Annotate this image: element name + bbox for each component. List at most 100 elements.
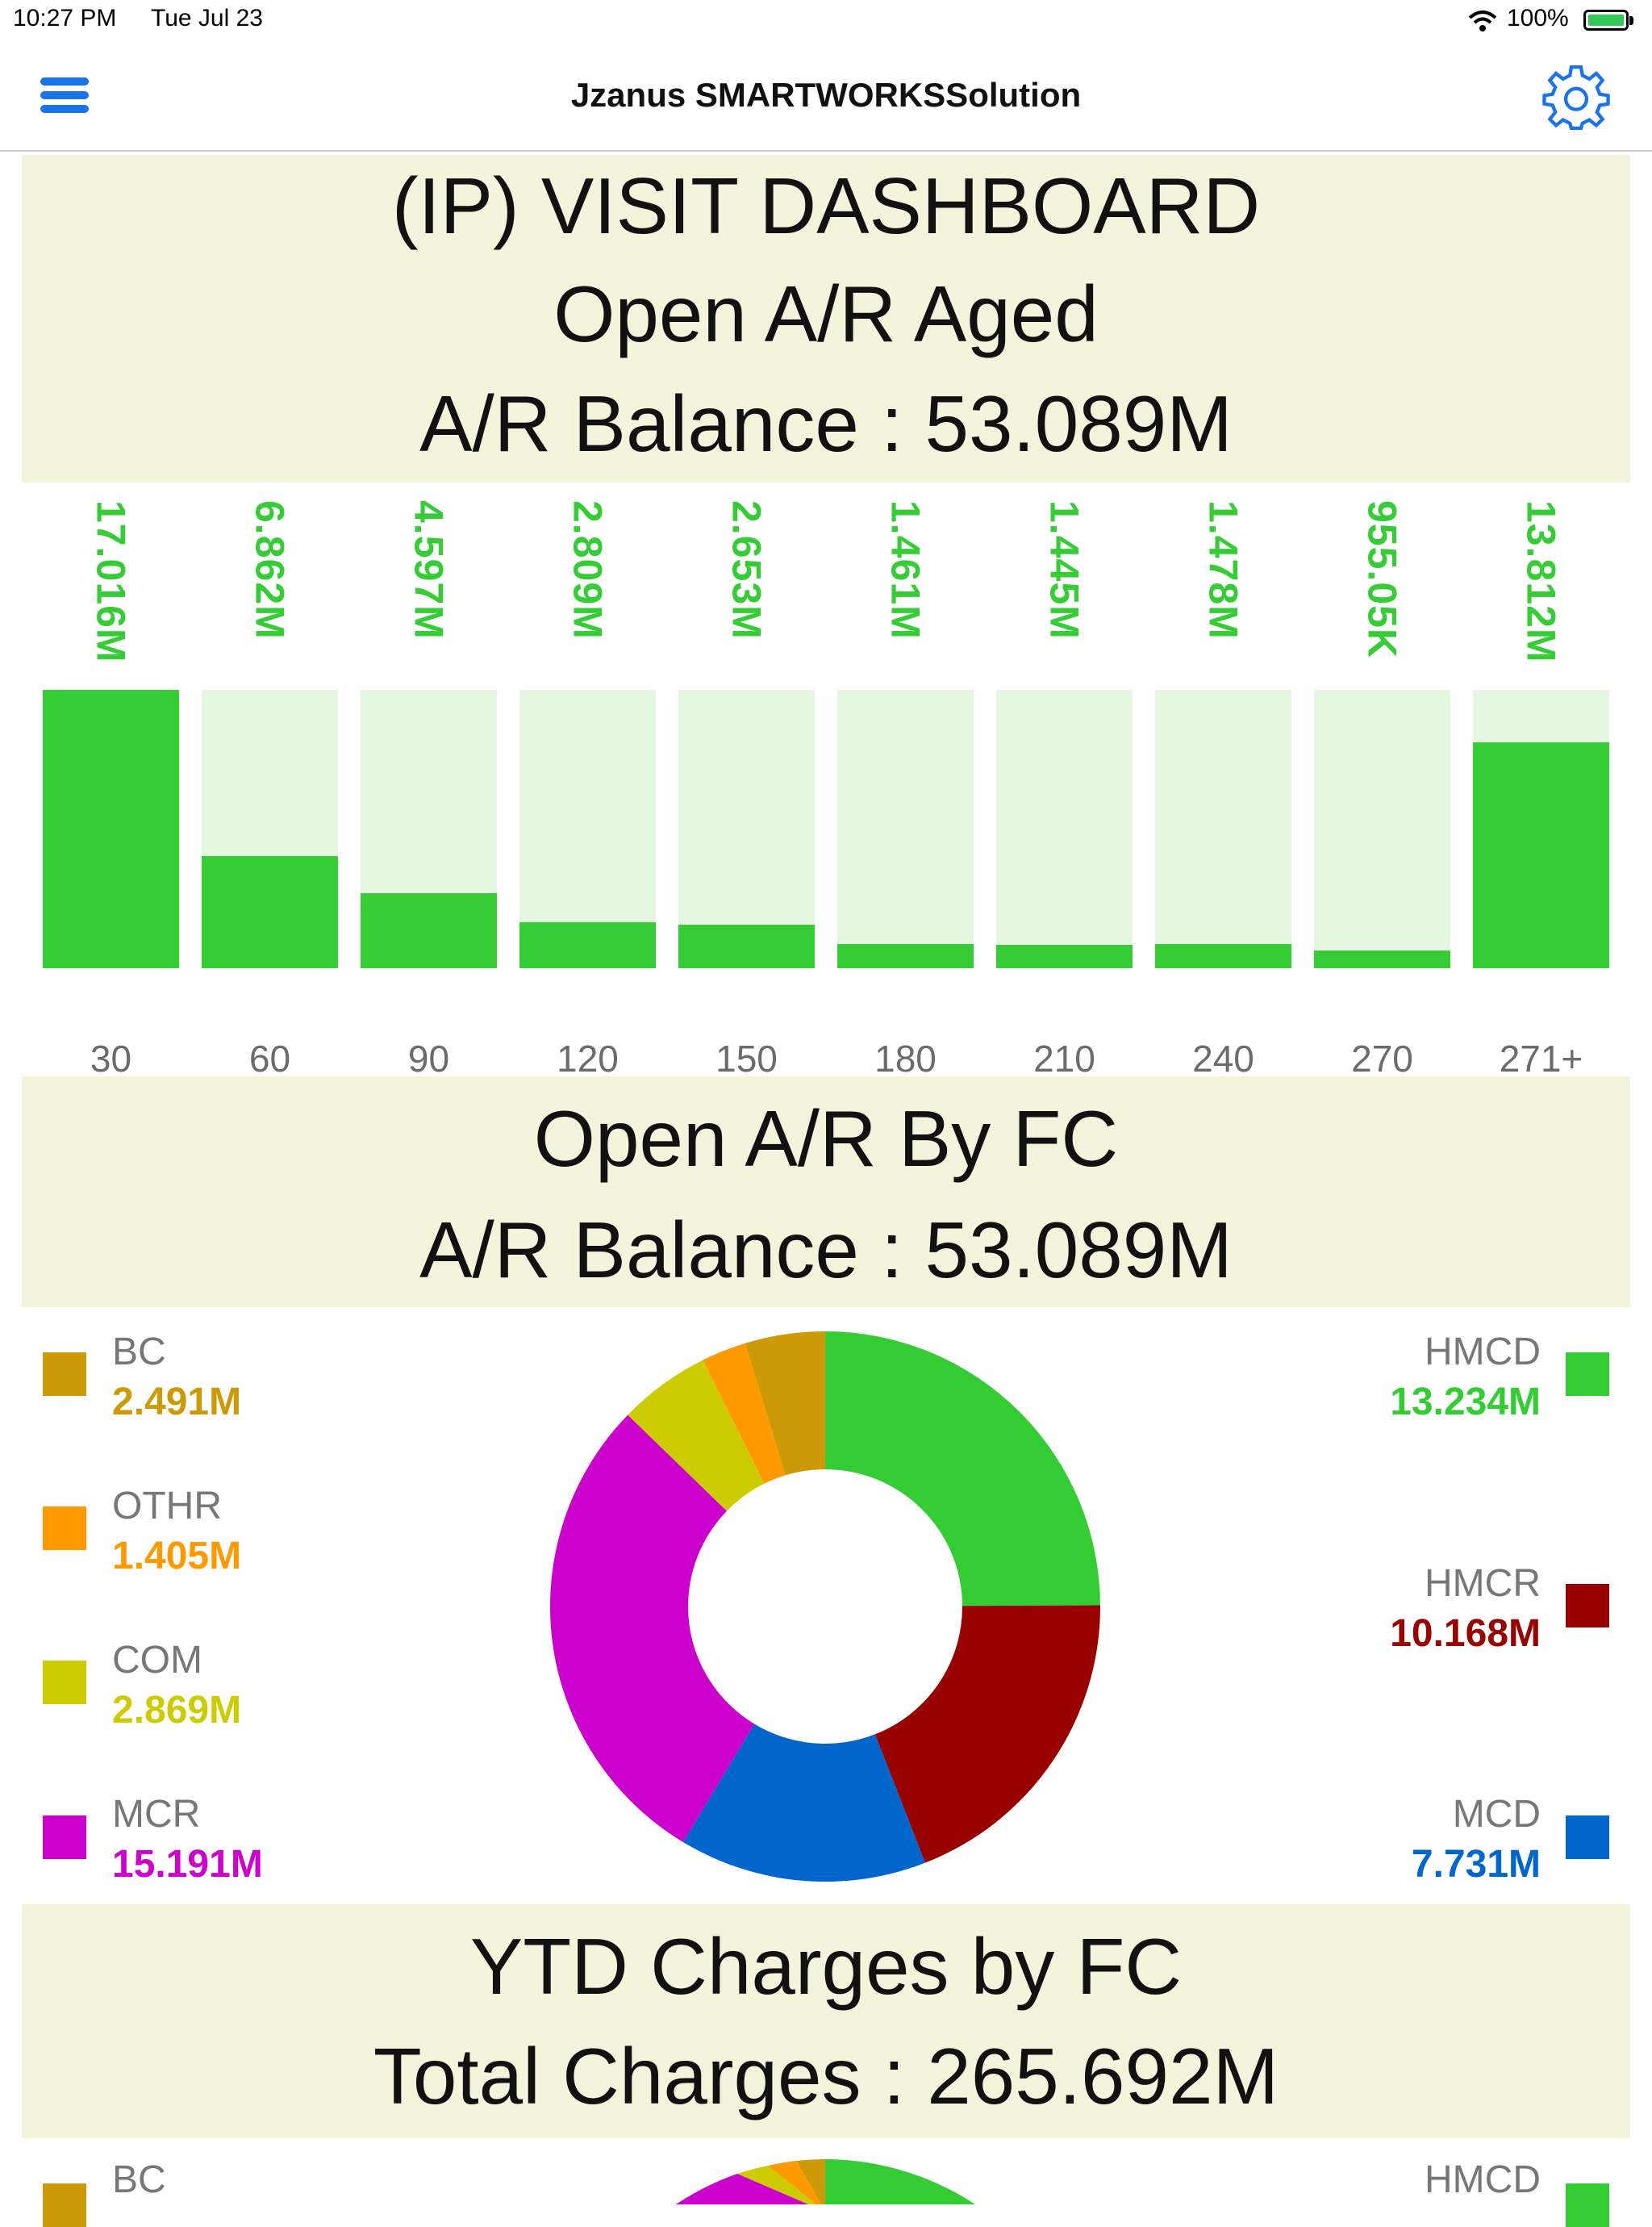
by-fc-header: Open A/R By FC A/R Balance : 53.089M: [22, 1076, 1630, 1307]
ytd-slice-bc: [796, 2159, 825, 2204]
bar-category-label: 60: [248, 1038, 291, 1080]
wifi-icon: [1468, 10, 1497, 31]
ytd-legend-swatch-hmcd: [1566, 2183, 1609, 2227]
bar-value-text: 4.597M: [406, 500, 452, 640]
bar-value-text: 1.478M: [1200, 500, 1246, 640]
donut-slice-hmcr[interactable]: [874, 1605, 1100, 1863]
battery-percent: 100%: [1507, 5, 1569, 31]
bar-90: [361, 893, 497, 968]
bar-slot-271+[interactable]: [1473, 690, 1609, 968]
donut-slice-bc[interactable]: [745, 1331, 825, 1476]
bar-value-label-271+: 13.812M: [1473, 500, 1609, 686]
bar-value-label-30: 17.016M: [43, 500, 179, 686]
ytd-slice-mcr: [675, 2174, 809, 2204]
bar-value-text: 2.653M: [724, 500, 770, 640]
bar-category-label: 150: [715, 1038, 778, 1080]
navigation-bar: [0, 48, 1652, 152]
bar-slot-90[interactable]: [361, 690, 497, 968]
bar-210: [996, 945, 1133, 968]
bar-value-label-60: 6.862M: [202, 500, 338, 686]
ytd-slice-othr: [768, 2161, 821, 2204]
by-fc-balance: A/R Balance : 53.089M: [419, 1205, 1233, 1294]
legend-swatch-othr: [43, 1506, 86, 1550]
app-title: Jzanus SMARTWORKSSolution: [570, 76, 1082, 114]
bar-slot-150[interactable]: [678, 690, 815, 968]
status-time: 10:27 PM: [13, 5, 117, 31]
bar-slot-210[interactable]: [996, 690, 1133, 968]
ar-balance: A/R Balance : 53.089M: [419, 379, 1233, 468]
bar-slot-60[interactable]: [202, 690, 338, 968]
bar-180: [837, 944, 974, 968]
bar-value-label-180: 1.461M: [837, 500, 974, 686]
legend-swatch-mcd: [1566, 1815, 1609, 1859]
status-date: Tue Jul 23: [151, 5, 263, 31]
donut-slice-mcr[interactable]: [550, 1414, 755, 1842]
bar-value-label-210: 1.445M: [996, 500, 1133, 686]
legend-name-com: COM: [112, 1639, 202, 1682]
legend-value-com: 2.869M: [112, 1689, 242, 1732]
ytd-header: YTD Charges by FC Total Charges : 265.69…: [22, 1904, 1630, 2138]
donut-slice-mcd[interactable]: [682, 1724, 925, 1882]
bar-value-label-150: 2.653M: [678, 500, 815, 686]
legend-value-hmcd: 13.234M: [1390, 1381, 1541, 1423]
bar-value-text: 6.862M: [247, 500, 293, 640]
bar-slot-120[interactable]: [519, 690, 656, 968]
bar-value-label-240: 1.478M: [1155, 500, 1291, 686]
aged-subtitle: Open A/R Aged: [553, 269, 1099, 358]
bar-slot-180[interactable]: [837, 690, 974, 968]
bar-value-text: 17.016M: [88, 500, 134, 663]
donut-slice-othr[interactable]: [703, 1343, 786, 1484]
ytd-total: Total Charges : 265.692M: [373, 2032, 1279, 2120]
ytd-slice-com: [737, 2166, 816, 2204]
donut-slice-com[interactable]: [628, 1360, 765, 1511]
bar-150: [678, 925, 815, 968]
bar-category-label: 270: [1351, 1038, 1413, 1080]
bar-240: [1155, 944, 1291, 968]
legend-name-hmcd: HMCD: [1425, 1331, 1541, 1373]
bar-category-label: 240: [1192, 1038, 1254, 1080]
legend-value-mcr: 15.191M: [112, 1843, 263, 1886]
bar-120: [519, 922, 656, 968]
legend-value-bc: 2.491M: [112, 1381, 242, 1423]
legend-name-mcd: MCD: [1452, 1793, 1541, 1836]
visit-dashboard-header: (IP) VISIT DASHBOARD Open A/R Aged A/R B…: [22, 155, 1630, 483]
legend-swatch-mcr: [43, 1815, 86, 1859]
ytd-donut-chart-partial: [675, 2159, 975, 2204]
bar-slot-270[interactable]: [1314, 690, 1450, 968]
bar-30: [43, 690, 179, 968]
bar-value-label-90: 4.597M: [361, 500, 497, 686]
bar-category-label: 90: [407, 1038, 450, 1080]
legend-value-hmcr: 10.168M: [1390, 1612, 1541, 1655]
bar-category-label: 210: [1033, 1038, 1095, 1080]
bar-value-text: 2.809M: [565, 500, 611, 640]
bar-value-text: 955.05K: [1359, 500, 1405, 659]
bar-value-text: 1.445M: [1041, 500, 1087, 640]
legend-swatch-bc: [43, 1352, 86, 1396]
bar-value-text: 1.461M: [882, 500, 928, 640]
hamburger-menu-icon[interactable]: [40, 77, 89, 113]
bar-271+: [1473, 742, 1609, 968]
legend-name-hmcr: HMCR: [1425, 1562, 1541, 1605]
legend-swatch-hmcd: [1566, 1352, 1609, 1396]
donut-slice-hmcd[interactable]: [825, 1331, 1100, 1607]
bar-value-text: 13.812M: [1518, 500, 1564, 663]
bar-slot-30[interactable]: [43, 690, 179, 968]
bar-category-label: 30: [90, 1038, 132, 1080]
dashboard-title: (IP) VISIT DASHBOARD: [391, 161, 1261, 250]
bar-category-label: 180: [874, 1038, 937, 1080]
by-fc-title: Open A/R By FC: [533, 1094, 1119, 1183]
bar-60: [202, 856, 338, 968]
ytd-legend-swatch-bc: [43, 2183, 86, 2227]
bar-category-label: 271+: [1499, 1038, 1583, 1080]
bar-value-label-270: 955.05K: [1314, 500, 1450, 686]
bar-category-label: 120: [557, 1038, 619, 1080]
bar-value-label-120: 2.809M: [519, 500, 656, 686]
ytd-legend-name-hmcd: HMCD: [1425, 2158, 1541, 2201]
battery-icon: [1583, 10, 1629, 31]
ytd-legend-name-bc: BC: [112, 2158, 166, 2201]
legend-swatch-hmcr: [1566, 1584, 1609, 1627]
bar-slot-240[interactable]: [1155, 690, 1291, 968]
legend-value-othr: 1.405M: [112, 1535, 242, 1577]
gear-icon[interactable]: [1541, 63, 1611, 132]
fc-donut-chart: [550, 1331, 1100, 1882]
